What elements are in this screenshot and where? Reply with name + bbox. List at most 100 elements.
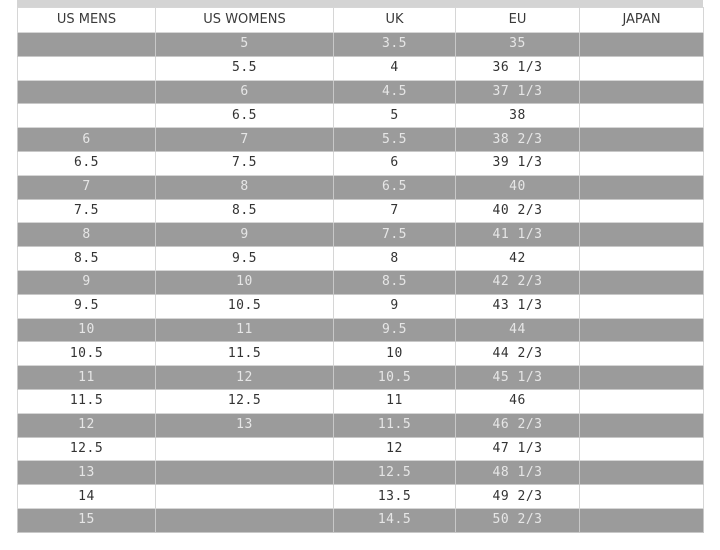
cell-us-womens: [155, 436, 334, 462]
cell-us-womens: 10: [155, 269, 334, 295]
cell-eu: 40 2/3: [455, 198, 580, 224]
cell-eu: 46: [455, 388, 580, 414]
cell-uk: 5.5: [333, 127, 456, 152]
cell-japan: [579, 127, 704, 152]
cell-us-womens: 9.5: [155, 246, 334, 271]
cell-eu: 40: [455, 174, 580, 200]
cell-eu: 44 2/3: [455, 341, 580, 367]
cell-us-mens: [17, 103, 156, 129]
cell-eu: 36 1/3: [455, 55, 580, 81]
cell-uk: 13.5: [333, 484, 456, 509]
cell-eu: 37 1/3: [455, 79, 580, 105]
table-row: 8.5 9.5 8 42: [17, 246, 704, 271]
cell-uk: 11.5: [333, 412, 456, 438]
cell-eu: 45 1/3: [455, 365, 580, 390]
cell-us-mens: [17, 32, 156, 57]
cell-uk: 7.5: [333, 222, 456, 248]
cell-eu: 48 1/3: [455, 460, 580, 486]
table-row: 12.5 12 47 1/3: [17, 436, 704, 462]
cell-japan: [579, 55, 704, 81]
cell-eu: 44: [455, 317, 580, 343]
table-row: 11.5 12.5 11 46: [17, 388, 704, 414]
table-row: 9 10 8.5 42 2/3: [17, 269, 704, 295]
table-row: 7.5 8.5 7 40 2/3: [17, 198, 704, 224]
size-rows: 5 3.5 35 5.5 4 36 1/3 6 4.5 37 1/3 6.5 5 38 6 7 5.5 38 …: [17, 32, 704, 533]
cell-us-mens: 6.5: [17, 150, 156, 176]
cell-eu: 42: [455, 246, 580, 271]
cell-us-mens: 9.5: [17, 293, 156, 319]
cell-japan: [579, 507, 704, 533]
cell-uk: 5: [333, 103, 456, 129]
cell-japan: [579, 412, 704, 438]
table-row: 9.5 10.5 9 43 1/3: [17, 293, 704, 319]
cell-us-womens: 11: [155, 317, 334, 343]
cell-uk: 12.5: [333, 460, 456, 486]
table-row: 7 8 6.5 40: [17, 174, 704, 200]
header-eu: EU: [455, 7, 580, 33]
cell-japan: [579, 293, 704, 319]
cell-uk: 6: [333, 150, 456, 176]
cell-us-mens: 12.5: [17, 436, 156, 462]
table-row: 6.5 5 38: [17, 103, 704, 129]
cell-eu: 41 1/3: [455, 222, 580, 248]
size-chart-container: US MENS US WOMENS UK EU JAPAN 5 3.5 35 5.5 4…: [17, 0, 704, 533]
cell-japan: [579, 341, 704, 367]
cell-us-womens: 13: [155, 412, 334, 438]
table-row: 6 7 5.5 38 2/3: [17, 127, 704, 152]
cell-us-womens: 12.5: [155, 388, 334, 414]
cell-uk: 10: [333, 341, 456, 367]
header-uk: UK: [333, 7, 456, 33]
table-row: 13 12.5 48 1/3: [17, 460, 704, 486]
cell-eu: 46 2/3: [455, 412, 580, 438]
cell-japan: [579, 484, 704, 509]
cell-japan: [579, 460, 704, 486]
cell-japan: [579, 388, 704, 414]
cell-us-mens: 13: [17, 460, 156, 486]
cell-uk: 14.5: [333, 507, 456, 533]
cell-uk: 6.5: [333, 174, 456, 200]
cell-japan: [579, 79, 704, 105]
header-us-mens: US MENS: [17, 7, 156, 33]
cell-us-mens: 10: [17, 317, 156, 343]
cell-us-mens: 12: [17, 412, 156, 438]
cell-us-mens: 11: [17, 365, 156, 390]
cell-japan: [579, 198, 704, 224]
table-top-bar: [17, 0, 703, 7]
cell-us-womens: 6.5: [155, 103, 334, 129]
cell-us-womens: 9: [155, 222, 334, 248]
cell-us-womens: 7: [155, 127, 334, 152]
cell-uk: 10.5: [333, 365, 456, 390]
cell-eu: 39 1/3: [455, 150, 580, 176]
cell-us-mens: 7.5: [17, 198, 156, 224]
cell-us-womens: 5.5: [155, 55, 334, 81]
cell-us-mens: 14: [17, 484, 156, 509]
cell-eu: 43 1/3: [455, 293, 580, 319]
cell-eu: 38: [455, 103, 580, 129]
cell-eu: 42 2/3: [455, 269, 580, 295]
cell-us-mens: 10.5: [17, 341, 156, 367]
cell-us-womens: 8.5: [155, 198, 334, 224]
table-row: 5 3.5 35: [17, 32, 704, 57]
cell-us-womens: [155, 507, 334, 533]
cell-uk: 3.5: [333, 32, 456, 57]
cell-us-womens: 5: [155, 32, 334, 57]
cell-us-mens: [17, 79, 156, 105]
cell-us-womens: 10.5: [155, 293, 334, 319]
cell-uk: 8.5: [333, 269, 456, 295]
table-row: 10 11 9.5 44: [17, 317, 704, 343]
cell-eu: 35: [455, 32, 580, 57]
header-us-womens: US WOMENS: [155, 7, 334, 33]
cell-uk: 12: [333, 436, 456, 462]
table-row: 15 14.5 50 2/3: [17, 507, 704, 533]
cell-japan: [579, 246, 704, 271]
cell-japan: [579, 436, 704, 462]
cell-us-mens: 7: [17, 174, 156, 200]
shoe-size-conversion-table: US MENS US WOMENS UK EU JAPAN 5 3.5 35 5.5 4…: [17, 7, 704, 533]
cell-eu: 38 2/3: [455, 127, 580, 152]
cell-us-mens: [17, 55, 156, 81]
cell-us-womens: 8: [155, 174, 334, 200]
table-row: 10.5 11.5 10 44 2/3: [17, 341, 704, 367]
cell-japan: [579, 174, 704, 200]
cell-uk: 4: [333, 55, 456, 81]
cell-us-mens: 9: [17, 269, 156, 295]
